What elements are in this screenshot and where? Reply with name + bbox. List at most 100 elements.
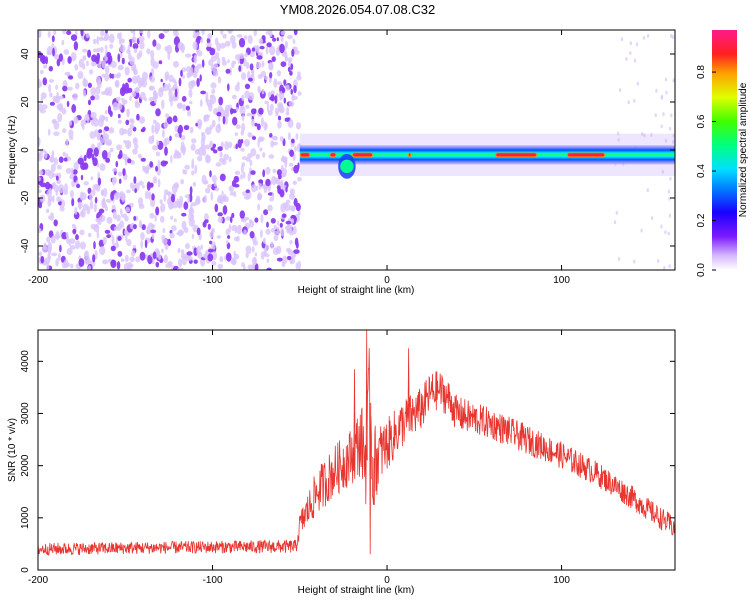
noise-speckle (55, 189, 59, 196)
noise-speckle (59, 244, 62, 253)
noise-speckle (121, 194, 126, 203)
noise-speckle (275, 47, 281, 56)
noise-speckle (108, 33, 115, 44)
noise-speckle (155, 165, 159, 172)
noise-speckle (70, 52, 77, 62)
noise-speckle (280, 228, 285, 237)
noise-speckle (101, 189, 104, 196)
noise-speckle (292, 95, 298, 100)
noise-speckle (71, 104, 77, 113)
noise-speckle (116, 144, 123, 151)
noise-speckle (161, 99, 165, 110)
noise-speckle (127, 77, 132, 83)
noise-speckle (117, 64, 124, 71)
noise-speckle (158, 33, 165, 40)
noise-speckle (38, 169, 44, 176)
noise-speckle (244, 139, 250, 147)
noise-speckle (633, 98, 636, 103)
noise-speckle (94, 196, 98, 204)
noise-speckle (646, 188, 649, 193)
noise-speckle (185, 53, 192, 58)
noise-speckle (260, 251, 265, 260)
noise-speckle (289, 240, 293, 245)
y-tick-label: 2000 (20, 454, 31, 477)
noise-speckle (178, 77, 182, 87)
noise-speckle (139, 116, 145, 124)
noise-speckle (86, 114, 90, 124)
noise-speckle (171, 225, 177, 232)
noise-speckle (219, 42, 226, 49)
noise-speckle (138, 197, 143, 206)
noise-speckle (123, 140, 127, 144)
noise-speckle (170, 97, 173, 108)
noise-speckle (69, 238, 76, 245)
noise-speckle (159, 215, 165, 223)
noise-speckle (148, 135, 155, 145)
noise-speckle (72, 169, 78, 175)
noise-speckle (93, 241, 96, 250)
noise-speckle (279, 222, 283, 228)
noise-speckle (291, 138, 295, 144)
noise-speckle (149, 86, 153, 91)
noise-speckle (94, 249, 98, 260)
noise-speckle (78, 258, 85, 267)
noise-speckle (287, 132, 291, 141)
noise-speckle (231, 109, 238, 114)
noise-speckle (124, 215, 129, 222)
noise-speckle (672, 78, 675, 83)
noise-speckle (95, 86, 101, 95)
noise-speckle (98, 208, 105, 214)
noise-speckle (90, 176, 94, 181)
noise-speckle (251, 69, 255, 78)
noise-speckle (73, 116, 79, 124)
y-tick-label: 40 (20, 48, 31, 60)
noise-speckle (293, 85, 297, 94)
noise-speckle (293, 197, 298, 207)
noise-speckle (77, 201, 83, 209)
noise-speckle (89, 69, 94, 75)
noise-speckle (39, 108, 46, 114)
noise-speckle (83, 181, 89, 186)
noise-speckle (51, 119, 57, 124)
noise-speckle (76, 183, 81, 189)
noise-speckle (289, 230, 295, 236)
noise-speckle (249, 159, 253, 167)
noise-speckle (90, 87, 97, 96)
noise-speckle (211, 261, 217, 266)
noise-speckle (226, 242, 231, 250)
band-core (299, 145, 675, 165)
noise-speckle (140, 232, 145, 241)
noise-speckle (92, 254, 96, 263)
noise-speckle (123, 262, 130, 270)
x-tick-label: 0 (384, 575, 390, 586)
noise-speckle (627, 100, 630, 105)
noise-speckle (224, 116, 229, 125)
y-tick-label: -40 (20, 238, 31, 253)
noise-speckle (268, 30, 273, 38)
noise-speckle (617, 137, 620, 142)
noise-speckle (220, 30, 224, 35)
x-tick-label: -200 (28, 575, 48, 586)
noise-speckle (61, 39, 65, 46)
noise-speckle (191, 233, 195, 239)
noise-speckle (193, 259, 198, 264)
noise-speckle (156, 140, 160, 146)
noise-speckle (55, 84, 59, 90)
noise-speckle (267, 109, 273, 116)
noise-speckle (204, 219, 209, 224)
noise-speckle (73, 161, 79, 171)
noise-speckle (236, 225, 242, 235)
noise-speckle (281, 87, 286, 94)
spectrogram-x-ticks: -200 -100 0 100 (28, 30, 570, 286)
noise-speckle (229, 184, 234, 194)
noise-speckle (232, 116, 238, 126)
noise-speckle (169, 232, 175, 239)
noise-speckle (667, 231, 670, 236)
noise-speckle (266, 42, 272, 48)
noise-speckle (96, 76, 101, 85)
noise-speckle (116, 74, 121, 79)
noise-speckle (121, 57, 125, 65)
noise-speckle (262, 152, 266, 158)
noise-speckle (82, 123, 85, 131)
noise-speckle (177, 127, 181, 134)
